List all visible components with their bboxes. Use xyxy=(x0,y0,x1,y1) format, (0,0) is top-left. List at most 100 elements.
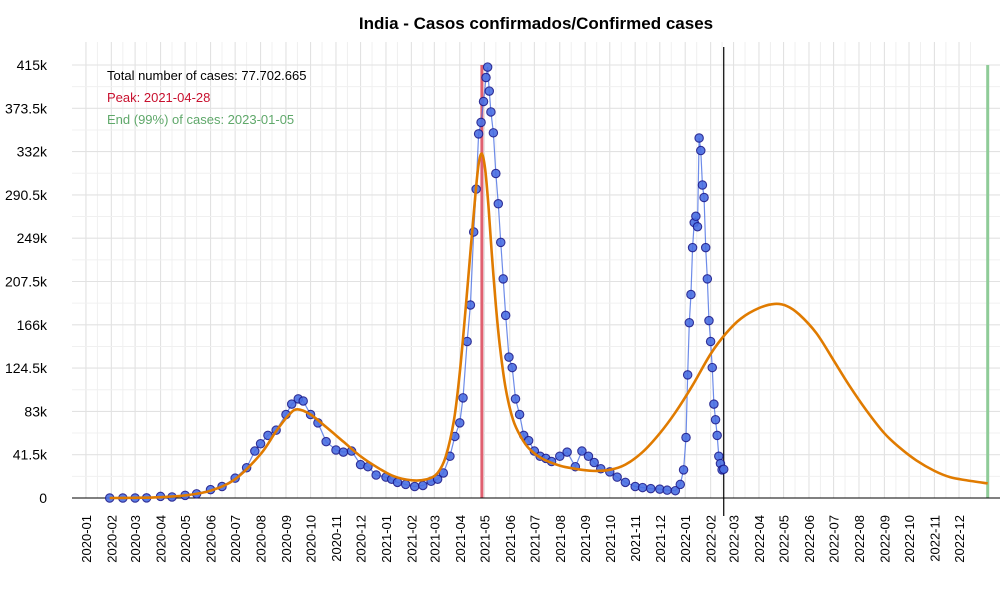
observed-point xyxy=(500,310,511,321)
observed-point xyxy=(718,464,729,475)
observed-point xyxy=(702,274,713,284)
y-tick-label: 415k xyxy=(17,57,48,73)
x-tick-label: 2021-04 xyxy=(453,515,468,563)
observed-point xyxy=(400,479,411,490)
observed-point xyxy=(682,370,693,380)
observed-point xyxy=(298,396,308,406)
observed-point xyxy=(709,399,719,409)
x-tick-label: 2021-07 xyxy=(527,515,542,563)
x-tick-label: 2022-04 xyxy=(752,515,767,563)
x-tick-label: 2021-10 xyxy=(603,515,618,563)
observed-point xyxy=(482,62,493,72)
x-tick-label: 2020-08 xyxy=(254,515,269,563)
observed-point xyxy=(473,129,484,139)
observed-point xyxy=(583,451,594,462)
x-tick-label: 2020-04 xyxy=(154,515,169,563)
x-tick-label: 2022-02 xyxy=(704,515,719,563)
tick-layer: 0 41.5k 83k 124.5k 166k 207.5k 249k 290.5k 332k 3… xyxy=(5,57,967,563)
x-tick-label: 2021-09 xyxy=(578,515,593,563)
observed-point xyxy=(418,480,428,491)
observed-point xyxy=(493,199,504,209)
observed-point xyxy=(514,409,525,420)
x-tick-label: 2020-09 xyxy=(279,515,294,563)
observed-point xyxy=(696,145,706,156)
observed-point xyxy=(488,128,499,138)
observed-point xyxy=(694,133,704,143)
x-tick-label: 2020-07 xyxy=(228,515,243,563)
observed-point xyxy=(712,430,722,441)
observed-point xyxy=(555,451,565,462)
observed-point xyxy=(646,483,656,494)
observed-point xyxy=(681,432,691,443)
observed-point xyxy=(478,96,489,107)
x-tick-label: 2022-08 xyxy=(852,515,867,563)
observed-point xyxy=(707,362,718,373)
observed-point xyxy=(577,446,587,456)
observed-point xyxy=(476,117,486,128)
x-tick-label: 2021-03 xyxy=(427,515,442,563)
observed-point xyxy=(662,485,672,495)
observed-point xyxy=(675,479,686,490)
x-tick-label: 2021-01 xyxy=(379,515,394,563)
observed-point xyxy=(321,436,331,447)
observed-point xyxy=(286,399,297,409)
x-tick-label: 2020-01 xyxy=(79,515,94,563)
observed-point xyxy=(504,352,514,362)
x-tick-label: 2021-06 xyxy=(503,515,518,563)
observed-point xyxy=(371,470,381,480)
y-tick-label: 83k xyxy=(24,403,48,419)
x-tick-label: 2020-06 xyxy=(204,515,219,563)
x-tick-label: 2022-06 xyxy=(802,515,817,563)
observed-point xyxy=(678,465,689,475)
x-tick-label: 2021-05 xyxy=(477,515,492,563)
observed-point xyxy=(686,289,696,300)
x-tick-label: 2020-03 xyxy=(128,515,143,563)
observed-point xyxy=(486,107,496,117)
y-tick-label: 332k xyxy=(17,144,48,160)
observed-point xyxy=(684,317,695,328)
x-tick-label: 2022-09 xyxy=(877,515,892,563)
x-tick-label: 2022-12 xyxy=(952,515,967,563)
y-tick-label: 0 xyxy=(39,490,47,506)
chart-title: India - Casos confirmados/Confirmed case… xyxy=(359,14,713,33)
annotation-peak: Peak: 2021-04-28 xyxy=(107,90,210,105)
observed-point xyxy=(562,447,572,457)
observed-point xyxy=(455,418,465,428)
y-tick-label: 41.5k xyxy=(13,447,48,463)
x-tick-label: 2020-05 xyxy=(178,515,193,563)
x-tick-label: 2021-02 xyxy=(404,515,419,563)
x-tick-label: 2022-07 xyxy=(827,515,842,563)
observed-point xyxy=(338,447,349,457)
fitted-curve xyxy=(109,152,988,500)
observed-point xyxy=(691,211,701,222)
observed-point xyxy=(637,482,648,493)
x-tick-label: 2020-11 xyxy=(329,515,344,562)
x-tick-label: 2020-02 xyxy=(104,515,119,563)
x-tick-label: 2020-10 xyxy=(304,515,319,563)
observed-point xyxy=(704,315,714,326)
observed-point xyxy=(481,72,491,83)
x-tick-label: 2021-08 xyxy=(553,515,568,563)
observed-point xyxy=(495,237,506,248)
x-tick-label: 2021-11 xyxy=(628,515,643,562)
observed-point xyxy=(700,242,711,253)
observed-point xyxy=(484,86,495,96)
observed-point xyxy=(692,221,703,232)
x-tick-label: 2022-10 xyxy=(902,515,917,563)
observed-point xyxy=(510,394,521,404)
observed-point xyxy=(705,336,716,347)
observed-point xyxy=(458,393,468,403)
y-tick-label: 207.5k xyxy=(5,274,48,290)
observed-point xyxy=(699,192,709,203)
y-tick-label: 166k xyxy=(17,317,48,333)
annotation-end: End (99%) of cases: 2023-01-05 xyxy=(107,112,294,127)
observed-point xyxy=(710,414,721,425)
observed-point xyxy=(409,481,420,492)
y-tick-label: 290.5k xyxy=(5,187,48,203)
annotation-total: Total number of cases: 77.702.665 xyxy=(107,68,306,83)
observed-point xyxy=(589,457,599,468)
x-tick-label: 2022-11 xyxy=(927,515,942,562)
x-tick-label: 2022-05 xyxy=(777,515,792,563)
